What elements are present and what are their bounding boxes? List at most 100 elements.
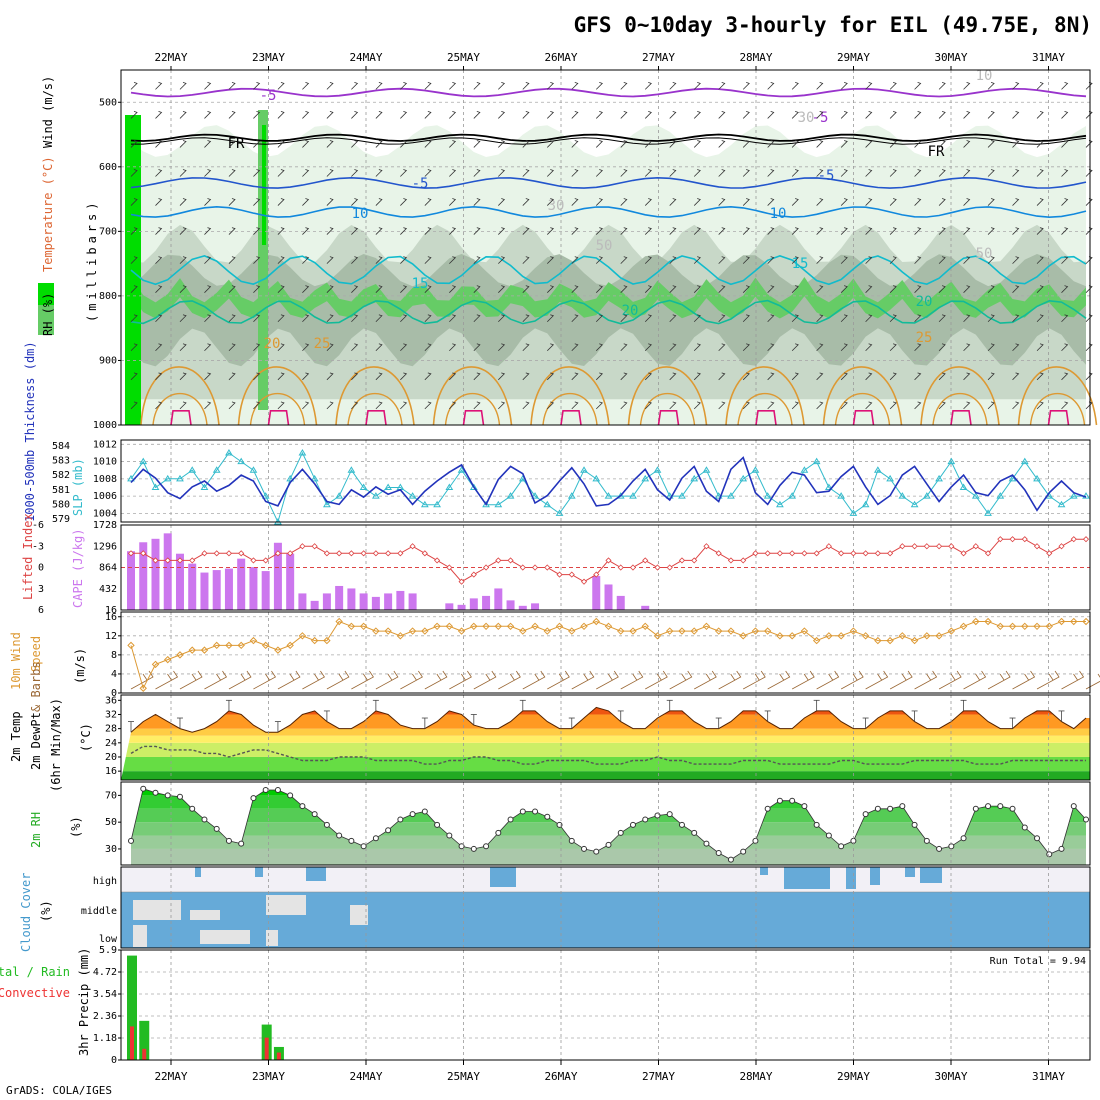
lifted-index-marker [470,571,477,578]
rh2m-marker [593,848,600,855]
wind-speed-marker [812,636,821,645]
upper-wind-barb [595,140,603,148]
upper-wind-barb [375,285,383,293]
thickness-tick: 584 [52,441,70,452]
rh2m-marker [813,821,820,828]
slp-marker [347,466,356,473]
upper-wind-barb [742,372,750,381]
upper-wind-barb [1061,198,1069,206]
y-tick-label: 0 [111,688,117,699]
lifted-index-marker [862,550,869,557]
slp-marker [1033,474,1041,482]
upper-panel-frame [120,69,1091,426]
surface-wind-barb [326,670,350,690]
wind-speed-marker [604,622,613,631]
upper-wind-barb [155,372,163,381]
upper-wind-barb [253,140,261,148]
contour-label: 20 [916,294,933,310]
surface-wind-barb [1061,670,1085,690]
temperature-panel: 36 32 28 24 20 16 [105,694,1091,781]
upper-wind-barb [595,401,603,410]
y-tick-label: 500 [99,97,117,108]
upper-wind-barb [449,401,457,410]
temp-color-band [121,728,1090,736]
upper-wind-barb [1036,285,1044,293]
upper-wind-barb [498,343,506,352]
rh-ylabels: 2m RH (%) [29,812,83,848]
upper-wind-barb [669,198,677,206]
temp-frame [120,694,1091,781]
rh2m-marker [691,829,698,836]
upper-wind-barb [914,256,922,264]
y-tick-label: 1000 [93,420,117,431]
slp-marker [543,500,552,508]
rh2m-marker [838,843,845,850]
contour-30-dome [249,392,306,426]
upper-wind-barb [963,198,971,206]
upper-wind-barb [522,256,530,264]
upper-wind-barb [204,285,212,293]
wind-speed-marker [1045,622,1053,631]
lifted-index-cape-panel: -6 -3 0 3 6 1728 1296 864 432 16 [32,520,1091,616]
rh-shade-dark [131,254,1086,367]
wind-speed-marker [874,636,882,645]
upper-wind-barb [865,111,873,119]
upper-wind-barb [155,81,163,90]
upper-wind-barb [546,198,555,206]
upper-wind-barb [938,343,946,352]
upper-wind-barb [987,140,995,148]
upper-wind-barb [669,343,677,352]
upper-wind-barb [498,401,506,410]
wind-speed-marker [396,632,405,640]
millibars-axis-label: (millibars) [85,199,99,322]
upper-wind-barb [400,314,408,323]
upper-wind-barb [277,285,285,293]
cape-bar [224,568,233,610]
temp-line [130,706,1087,733]
slp-marker [323,500,331,508]
upper-wind-barb [767,140,775,148]
upper-wind-barb [816,314,824,323]
upper-wind-barb [302,81,310,90]
upper-wind-barb [938,111,946,119]
wind-speed-marker [310,636,319,645]
upper-wind-barb [1061,81,1069,90]
slp-marker [555,509,564,516]
upper-wind-barb [449,285,457,293]
rh2m-unit-label: (%) [69,816,83,838]
wind-speed-marker [261,641,270,650]
upper-wind-barb [914,401,922,410]
slp-marker [139,457,148,465]
upper-wind-barb [718,372,726,381]
upper-wind-barb [204,343,212,352]
slp-tick: 1010 [93,457,117,468]
slp-marker [200,483,209,490]
cape-bar [616,595,625,610]
slp-marker [531,492,539,499]
slp-tick: 1006 [93,491,117,502]
upper-wind-barb [155,401,163,410]
lifted-index-marker [372,550,379,557]
upper-wind-barb [473,285,481,293]
lifted-index-marker [189,557,196,564]
thickness-ylabels: 1000-500mb Thickness (dm) SLP (mb) [23,341,85,522]
rh2m-marker [201,816,208,823]
upper-wind-barb [424,169,432,177]
cloud-high-bar [195,867,201,877]
lifted-index-marker [936,543,943,550]
wind-speed-marker [947,627,956,635]
upper-wind-barb [130,401,138,410]
upper-wind-barb [1061,140,1069,148]
upper-wind-barb [302,401,310,410]
upper-wind-barb [816,401,824,410]
slp-marker [984,509,992,516]
upper-wind-barb [204,227,212,235]
contour-20 [130,299,1087,325]
lifted-index-marker [580,578,588,585]
lifted-index-marker [923,543,930,550]
upper-wind-barb [963,372,971,381]
upper-wind-barb [840,314,848,323]
dewpoint-line [130,745,1086,765]
temp-color-band [121,756,1090,772]
contour-35-dome [1047,410,1070,426]
